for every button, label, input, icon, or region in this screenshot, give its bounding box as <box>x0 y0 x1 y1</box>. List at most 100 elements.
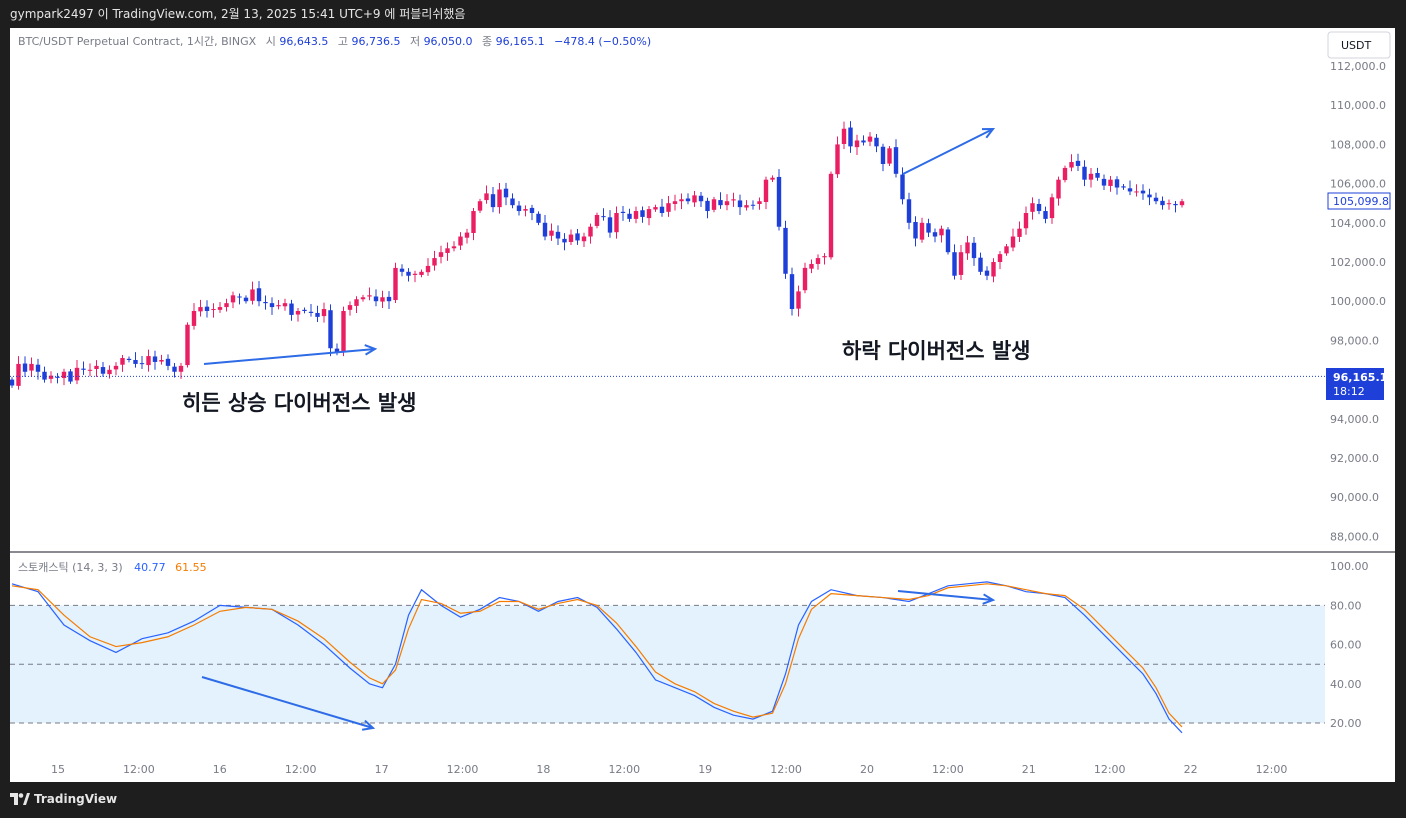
candle <box>211 309 216 311</box>
candle <box>451 246 457 249</box>
candle <box>666 203 671 212</box>
candle <box>867 136 873 142</box>
arrow-head <box>981 127 996 139</box>
high-label: 고 <box>338 35 348 48</box>
candle <box>770 177 775 180</box>
candle <box>750 204 756 206</box>
time-axis[interactable]: 15 12:00 16 12:00 17 12:00 18 12:00 19 12:00 20 12:… <box>51 763 1287 776</box>
price-axis-label: 108,000.0 <box>1330 138 1386 151</box>
close-value: 96,165.1 <box>496 35 545 48</box>
time-axis-label: 12:00 <box>770 763 802 776</box>
candle <box>1069 162 1074 168</box>
time-axis-label: 20 <box>860 763 874 776</box>
candle <box>1108 179 1113 186</box>
low-value: 96,050.0 <box>424 35 473 48</box>
candle <box>276 305 281 307</box>
candle <box>900 174 905 200</box>
candle <box>835 144 840 175</box>
candle <box>932 232 938 237</box>
candle <box>919 222 925 240</box>
candle <box>61 371 67 379</box>
candle <box>685 198 691 202</box>
candle <box>81 368 86 370</box>
candle <box>659 206 665 213</box>
price-pane[interactable]: 112,000.0 110,000.0 108,000.0 106,000.0 104,… <box>9 60 1386 543</box>
candle <box>341 311 346 352</box>
candle <box>198 307 203 312</box>
candle <box>152 356 158 362</box>
candle <box>367 295 372 297</box>
candle <box>776 176 782 227</box>
candle <box>789 274 795 310</box>
candle <box>445 248 450 253</box>
arrow-shaft <box>897 590 994 601</box>
time-axis-label: 12:00 <box>285 763 317 776</box>
candle <box>984 270 990 276</box>
candle <box>354 299 359 306</box>
candle <box>978 257 983 272</box>
candle <box>16 363 21 386</box>
candle <box>952 252 957 276</box>
candle <box>529 207 535 213</box>
candle <box>74 367 80 381</box>
candle <box>1004 246 1009 254</box>
candle <box>692 195 697 203</box>
currency-button[interactable]: USDT <box>1327 31 1391 59</box>
candle <box>224 303 229 308</box>
price-axis-label: 94,000.0 <box>1330 413 1379 426</box>
candle <box>48 375 54 379</box>
candle <box>1114 179 1120 188</box>
price-axis-label: 102,000.0 <box>1330 256 1386 269</box>
ref-price-value: 105,099.8 <box>1333 195 1389 208</box>
candle <box>1088 173 1094 180</box>
candle <box>380 297 385 302</box>
time-axis-label: 12:00 <box>932 763 964 776</box>
candle <box>965 242 970 254</box>
candle <box>458 236 463 246</box>
candle <box>510 198 515 206</box>
candle <box>432 258 437 266</box>
candle <box>945 229 951 253</box>
k-value: 40.77 <box>134 561 166 574</box>
chart-frame[interactable]: 112,000.0 110,000.0 108,000.0 106,000.0 104,… <box>9 28 1395 782</box>
price-axis-label: 112,000.0 <box>1330 60 1386 73</box>
price-axis-label: 98,000.0 <box>1330 334 1379 347</box>
candle <box>250 289 255 301</box>
time-axis-label: 19 <box>698 763 712 776</box>
price-axis-label: 88,000.0 <box>1330 530 1379 543</box>
candle <box>1036 203 1042 212</box>
time-axis-label: 22 <box>1184 763 1198 776</box>
ref-price-tag: 105,099.8 <box>1327 192 1391 210</box>
tradingview-logo[interactable]: TradingView <box>10 792 117 806</box>
candle <box>698 195 704 202</box>
candle <box>568 234 574 243</box>
candle <box>815 258 821 264</box>
candle <box>1173 203 1178 206</box>
tradingview-logo-icon <box>10 793 30 805</box>
candle <box>562 238 567 243</box>
candle <box>549 230 554 236</box>
candle <box>874 137 879 147</box>
candle <box>737 200 743 208</box>
candle <box>217 307 223 310</box>
candle <box>1030 203 1035 212</box>
candle <box>1095 173 1100 178</box>
oscillator-axis-label: 100.00 <box>1330 560 1369 573</box>
last-price-tag: 96,165.1 18:12 <box>1326 368 1387 400</box>
countdown-value: 18:12 <box>1333 385 1365 398</box>
chart-canvas[interactable]: 112,000.0 110,000.0 108,000.0 106,000.0 104,… <box>9 28 1395 782</box>
candle <box>178 365 184 372</box>
candle <box>295 311 301 315</box>
candle <box>588 226 593 237</box>
symbol-legend[interactable]: BTC/USDT Perpetual Contract, 1시간, BINGX … <box>18 35 651 48</box>
candle <box>679 199 684 202</box>
time-axis-label: 16 <box>213 763 227 776</box>
time-axis-label: 12:00 <box>447 763 479 776</box>
candle <box>705 200 710 212</box>
candle <box>880 146 886 164</box>
candle <box>269 303 275 308</box>
oscillator-axis-label: 60.00 <box>1330 639 1362 652</box>
stochastic-pane[interactable]: 100.00 80.00 60.00 40.00 20.00 <box>10 560 1369 734</box>
candle <box>399 268 405 272</box>
indicator-legend[interactable]: 스토캐스틱 (14, 3, 3) 40.77 61.55 <box>18 561 207 574</box>
